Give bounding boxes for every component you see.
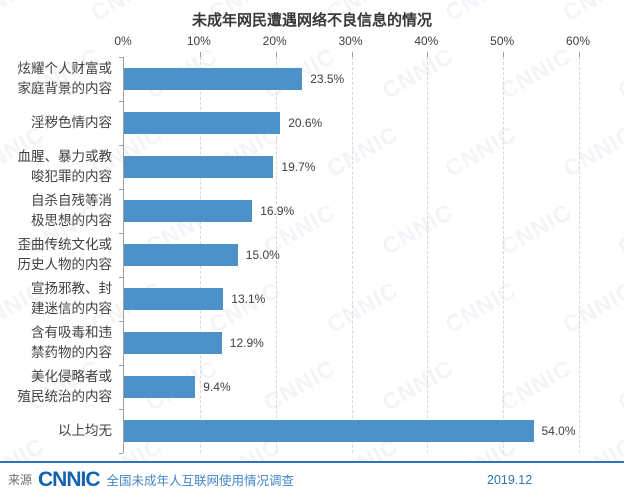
x-axis-tick-label: 30% [338,34,363,48]
gridline [579,57,580,453]
bar [124,420,534,442]
axis-tick [119,453,123,454]
axis-tick [275,52,277,57]
category-label: 含有吸毒和违 禁药物的内容 [31,325,112,360]
gridline [275,57,277,453]
category-label: 自杀自残等消 极思想的内容 [31,193,112,228]
bar [124,200,253,222]
bar [124,112,281,134]
value-label: 20.6% [288,116,323,130]
gridline [351,57,353,453]
category-label: 歪曲传统文化或 历史人物的内容 [17,237,113,272]
axis-tick [199,52,201,57]
value-label: 15.0% [245,248,280,262]
bar [124,332,222,354]
x-axis-tick-label: 10% [186,34,211,48]
category-label: 淫秽色情内容 [31,115,112,130]
x-axis-tick-label: 40% [414,34,439,48]
value-label: 12.9% [229,336,264,350]
x-axis-tick-label: 60% [565,34,591,48]
axis-tick [119,145,123,146]
axis-tick [119,409,123,410]
cnnic-watermark: CNNIC [613,198,624,260]
category-label: 血腥、暴力或教 唆犯罪的内容 [17,149,113,184]
axis-tick [119,277,123,278]
y-axis-category-labels: 炫耀个人财富或 家庭背景的内容淫秽色情内容血腥、暴力或教 唆犯罪的内容自杀自残等… [0,57,117,453]
value-label: 16.9% [260,204,295,218]
axis-tick [119,321,123,322]
cnnic-watermark: CNNIC [613,42,624,104]
gridline [427,57,429,453]
axis-tick [503,52,505,57]
axis-tick [119,57,123,58]
cnnic-watermark: CNNIC [613,354,624,416]
axis-tick [579,52,580,57]
value-label: 13.1% [231,292,266,306]
value-label: 23.5% [310,72,345,86]
category-label: 以上均无 [58,423,112,438]
axis-tick [427,52,429,57]
chart-title: 未成年网民遭遇网络不良信息的情况 [191,12,432,29]
axis-tick [119,365,123,366]
x-axis-tick-label: 0% [114,34,132,48]
x-axis-tick-label: 20% [262,34,287,48]
footer: 来源 CNNIC 全国未成年人互联网使用情况调查 2019.12 [0,461,624,496]
value-label: 9.4% [203,380,231,394]
bar [124,288,224,310]
cnnic-logo: CNNIC [38,467,100,491]
survey-title: 全国未成年人互联网使用情况调查 [106,474,295,488]
axis-tick [119,189,123,190]
value-label: 54.0% [541,424,576,438]
category-label: 宣扬邪教、封 建迷信的内容 [31,281,112,316]
value-label: 19.7% [281,160,316,174]
axis-tick [351,52,353,57]
report-date: 2019.12 [487,472,533,487]
axis-tick [119,101,123,102]
axis-tick [119,233,123,234]
bar [124,156,274,178]
bar [124,244,238,266]
gridline [503,57,505,453]
plot-area: 23.5% 20.6% 19.7% 16.9% 15.0% 13.1% 12.9% 9.4% 5… [119,52,580,454]
bar [124,68,303,90]
x-axis-tick-label: 50% [490,34,515,48]
source-label: 来源 [8,473,33,487]
category-label: 美化侵略者或 殖民统治的内容 [17,369,113,404]
category-label: 炫耀个人财富或 家庭背景的内容 [17,61,113,96]
bar [124,376,196,398]
